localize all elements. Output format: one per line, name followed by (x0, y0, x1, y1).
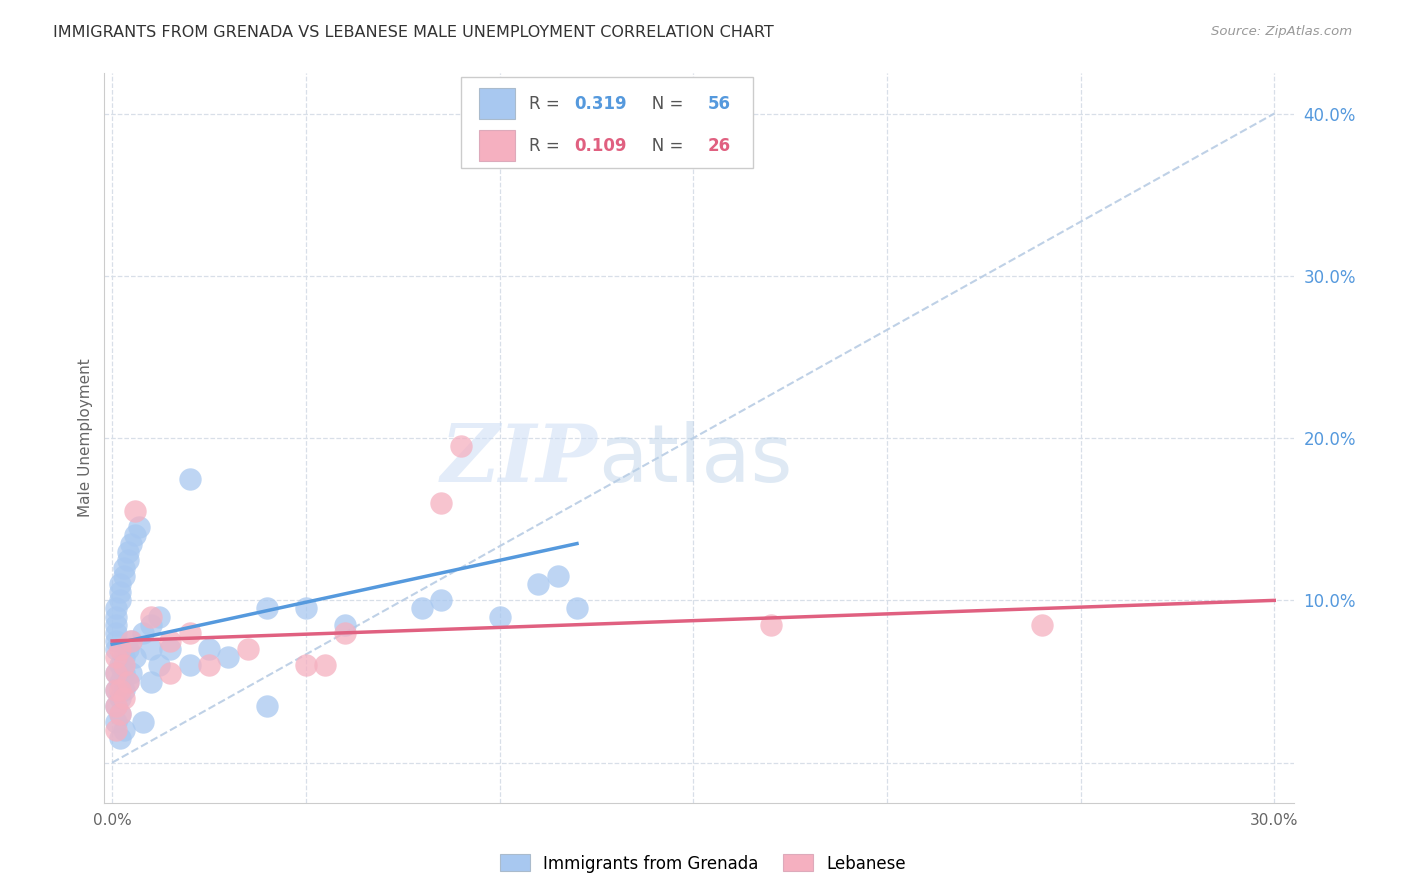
Text: R =: R = (529, 136, 565, 155)
Point (527, 577, 550, 591)
Point (124, 650, 146, 665)
Point (159, 634, 181, 648)
Text: ZIP: ZIP (441, 421, 598, 499)
Point (105, 625, 128, 640)
Point (108, 706, 131, 721)
Point (105, 723, 128, 738)
Point (139, 617, 162, 632)
Point (108, 706, 131, 721)
Point (108, 674, 131, 689)
Point (128, 520, 150, 534)
Point (117, 674, 139, 689)
Point (124, 504, 146, 518)
Point (117, 642, 139, 657)
Point (236, 642, 259, 657)
Point (430, 496, 453, 510)
Text: R =: R = (529, 95, 565, 112)
Point (179, 472, 201, 486)
Point (139, 642, 162, 657)
Point (121, 634, 143, 648)
Point (217, 650, 239, 665)
Point (108, 593, 131, 607)
Point (112, 650, 135, 665)
Text: 0.109: 0.109 (574, 136, 627, 155)
Point (117, 553, 139, 567)
Point (547, 569, 569, 583)
Point (121, 666, 143, 681)
Point (105, 698, 128, 713)
Point (488, 609, 510, 624)
FancyBboxPatch shape (479, 88, 515, 120)
Point (314, 658, 336, 673)
Point (159, 642, 181, 657)
Y-axis label: Male Unemployment: Male Unemployment (79, 359, 93, 517)
Point (179, 658, 201, 673)
Point (112, 561, 135, 575)
Point (112, 682, 135, 697)
FancyBboxPatch shape (461, 77, 752, 168)
Point (159, 666, 181, 681)
Point (108, 585, 131, 599)
Point (112, 569, 135, 583)
Point (121, 536, 143, 550)
FancyBboxPatch shape (479, 130, 515, 161)
Text: 0.319: 0.319 (574, 95, 627, 112)
Point (105, 666, 128, 681)
Point (105, 642, 128, 657)
Point (108, 731, 131, 746)
Point (105, 715, 128, 730)
Point (256, 601, 278, 615)
Point (139, 674, 162, 689)
Point (565, 601, 588, 615)
Point (430, 593, 453, 607)
Legend: Immigrants from Grenada, Lebanese: Immigrants from Grenada, Lebanese (494, 847, 912, 880)
Point (117, 544, 139, 558)
Point (295, 601, 318, 615)
Point (411, 601, 433, 615)
Text: Source: ZipAtlas.com: Source: ZipAtlas.com (1212, 25, 1353, 38)
Point (759, 617, 782, 632)
Point (105, 617, 128, 632)
Point (108, 577, 131, 591)
Point (105, 601, 128, 615)
Text: IMMIGRANTS FROM GRENADA VS LEBANESE MALE UNEMPLOYMENT CORRELATION CHART: IMMIGRANTS FROM GRENADA VS LEBANESE MALE… (53, 25, 775, 40)
Point (198, 642, 221, 657)
Point (333, 625, 356, 640)
Point (105, 698, 128, 713)
Text: N =: N = (636, 95, 689, 112)
Point (139, 609, 162, 624)
Point (112, 666, 135, 681)
Point (108, 682, 131, 697)
Text: atlas: atlas (598, 421, 793, 499)
Point (198, 658, 221, 673)
Point (105, 682, 128, 697)
Point (105, 634, 128, 648)
Point (105, 650, 128, 665)
Point (450, 439, 472, 453)
Point (148, 609, 170, 624)
Point (333, 617, 356, 632)
Point (148, 658, 170, 673)
Text: N =: N = (636, 136, 689, 155)
Point (108, 690, 131, 705)
Text: 56: 56 (707, 95, 730, 112)
Point (121, 634, 143, 648)
Point (117, 674, 139, 689)
Point (105, 682, 128, 697)
Point (124, 528, 146, 542)
Point (108, 642, 131, 657)
Point (105, 666, 128, 681)
Point (256, 698, 278, 713)
Point (179, 625, 201, 640)
Point (132, 715, 155, 730)
Point (112, 690, 135, 705)
Text: 26: 26 (707, 136, 731, 155)
Point (105, 609, 128, 624)
Point (132, 625, 155, 640)
Point (1031, 617, 1053, 632)
Point (112, 723, 135, 738)
Point (112, 658, 135, 673)
Point (108, 658, 131, 673)
Point (295, 658, 318, 673)
